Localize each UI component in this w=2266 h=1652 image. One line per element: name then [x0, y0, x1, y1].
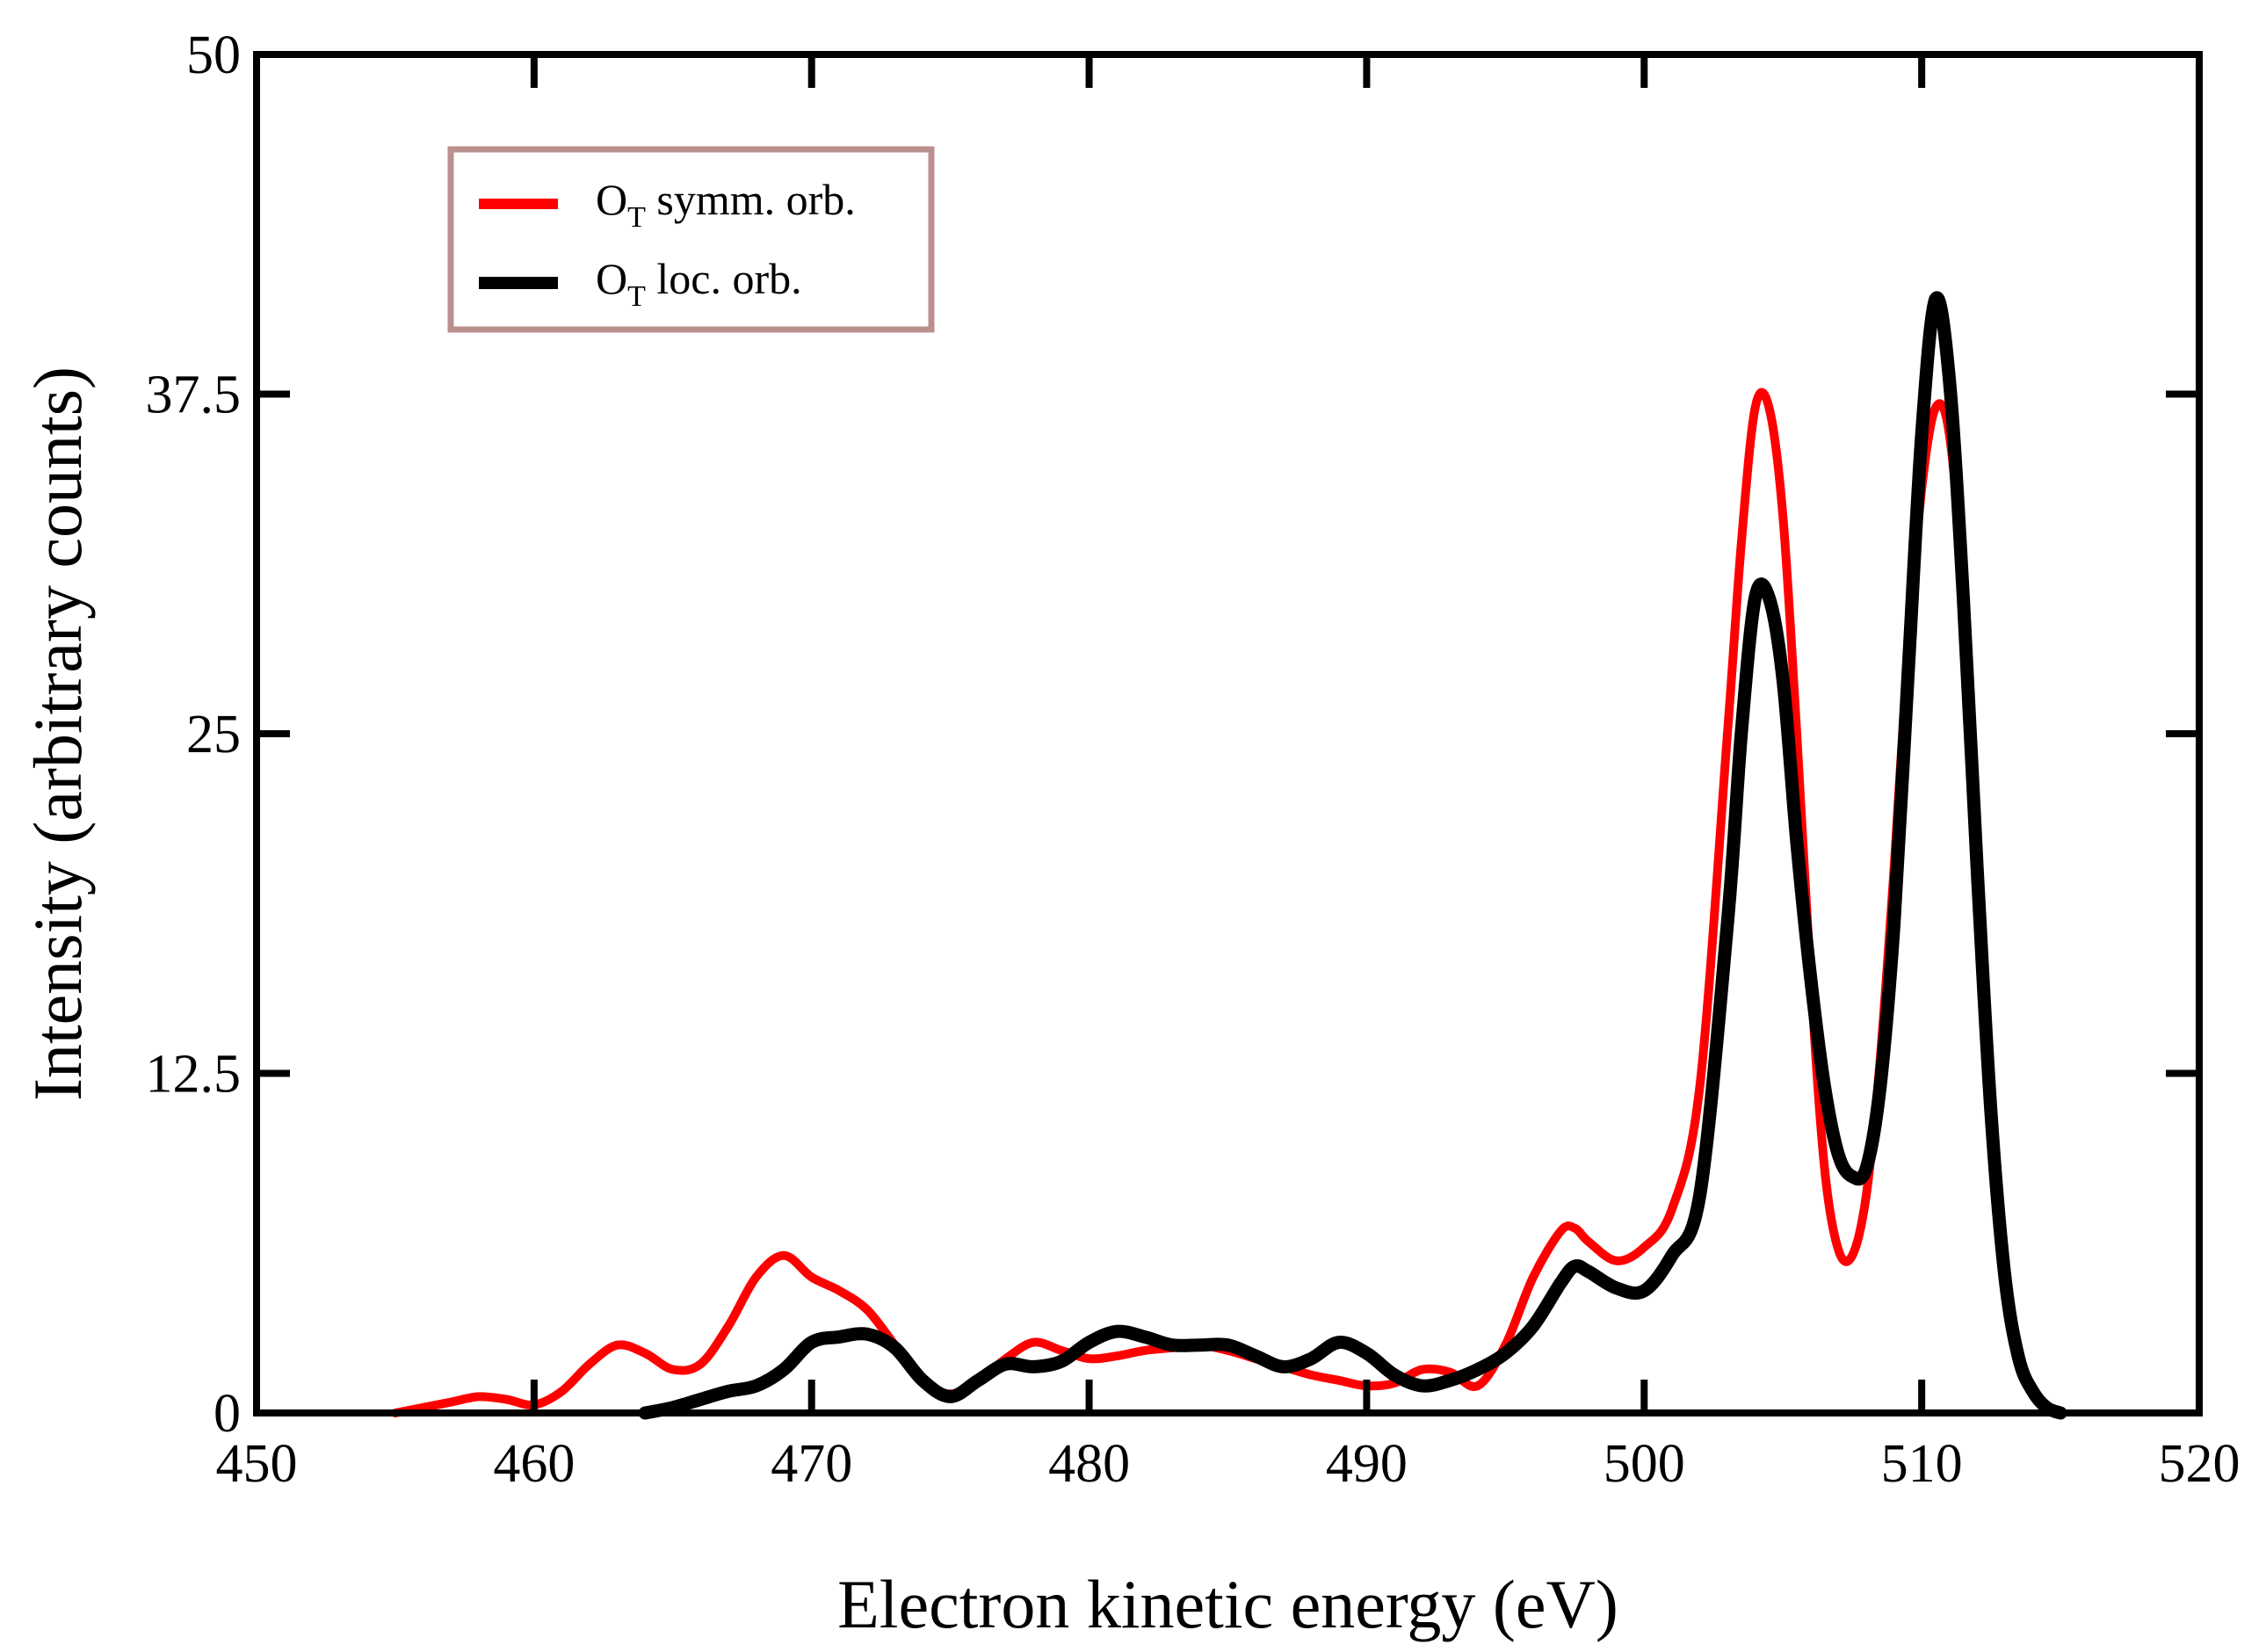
x-tick-label-480: 480	[1048, 1434, 1130, 1494]
x-tick-label-500: 500	[1604, 1434, 1685, 1494]
plot-frame	[253, 51, 2203, 1417]
y-tick-label-4: 50	[186, 25, 241, 85]
x-tick-label-460: 460	[493, 1434, 575, 1494]
legend-label-loc-main: O	[596, 254, 627, 303]
series-loc-orb-line	[638, 291, 2067, 1420]
x-tick-labels: 450 460 470 480 490 500 510 520	[216, 1434, 2241, 1494]
x-tick-label-450: 450	[216, 1434, 298, 1494]
y-tick-labels: 0 12.5 25 37.5 50	[146, 25, 242, 1444]
legend-label-symm-main: O	[596, 175, 627, 224]
legend-box	[447, 146, 935, 333]
x-tick-label-470: 470	[771, 1434, 852, 1494]
y-tick-label-0: 0	[214, 1384, 241, 1444]
legend-label-symm: OT symm. orb.	[596, 175, 856, 234]
series-layer	[390, 291, 2067, 1420]
legend-label-loc: OT loc. orb.	[596, 254, 802, 313]
y-tick-label-3: 37.5	[146, 366, 242, 425]
x-tick-label-520: 520	[2159, 1434, 2241, 1494]
legend: OT symm. orb. OT loc. orb.	[447, 146, 935, 333]
series-symm-orb-line	[390, 388, 2066, 1417]
y-axis-title: Intensity (arbitrary counts)	[19, 366, 96, 1101]
y-tick-label-1: 12.5	[146, 1045, 242, 1105]
x-axis-title: Electron kinetic energy (eV)	[837, 1566, 1618, 1642]
legend-label-symm-sub: T	[627, 201, 646, 234]
legend-label-loc-sub: T	[627, 280, 646, 313]
legend-label-loc-rest: loc. orb.	[646, 254, 802, 303]
legend-label-symm-rest: symm. orb.	[646, 175, 856, 224]
x-tick-label-490: 490	[1326, 1434, 1408, 1494]
x-tick-label-510: 510	[1881, 1434, 1963, 1494]
y-tick-label-2: 25	[186, 705, 241, 764]
